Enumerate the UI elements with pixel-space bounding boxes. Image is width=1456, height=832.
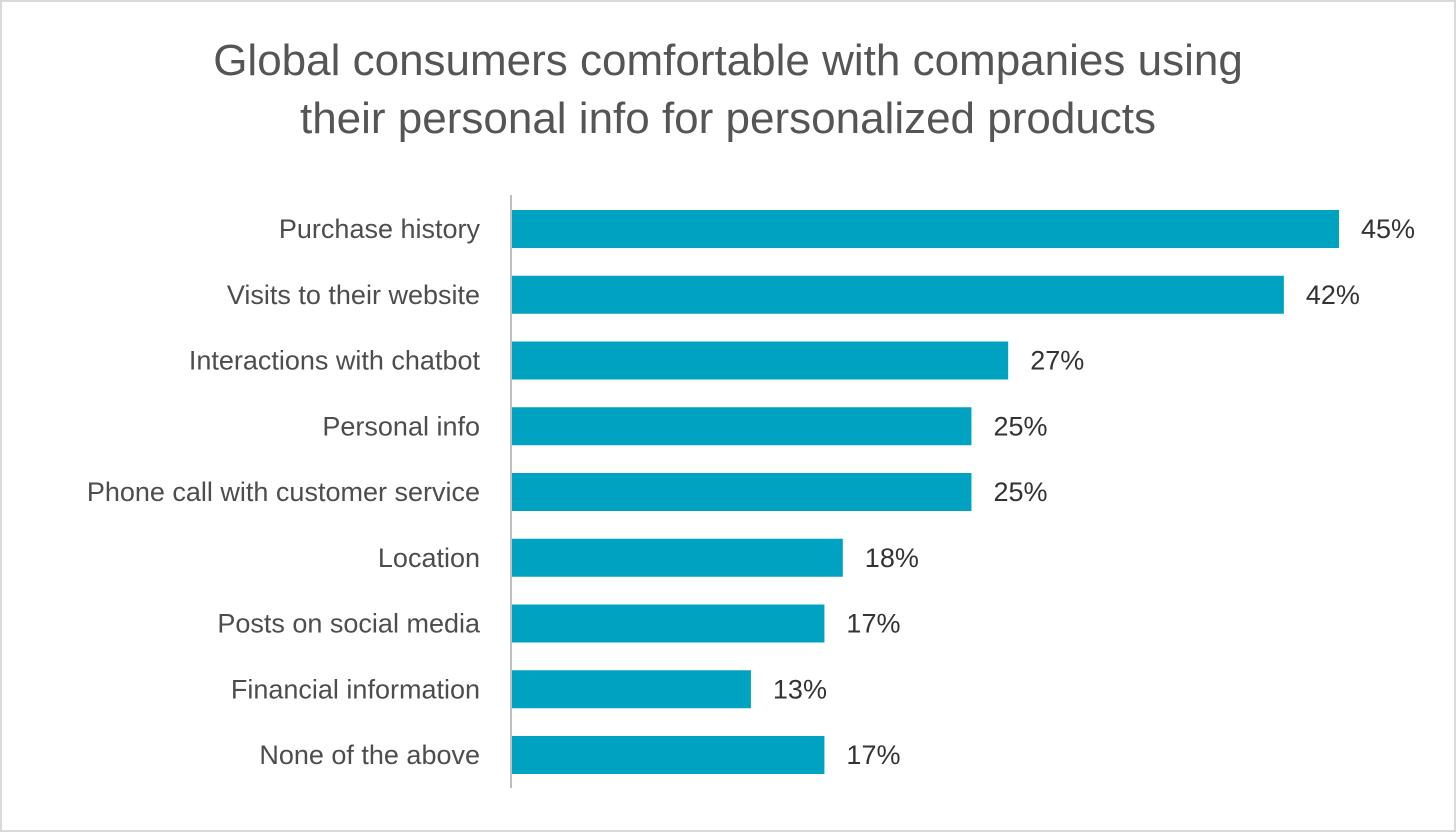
chart-title-line-2: their personal info for personalized pro… <box>299 94 1157 143</box>
bar-7 <box>512 670 751 709</box>
value-label-3: 25% <box>993 411 1047 441</box>
bar-3 <box>512 407 972 446</box>
bar-6 <box>512 604 825 643</box>
category-label-1: Visits to their website <box>227 280 480 310</box>
value-label-2: 27% <box>1030 346 1084 376</box>
bar-1 <box>512 275 1284 314</box>
value-label-4: 25% <box>993 477 1047 507</box>
value-label-1: 42% <box>1306 280 1360 310</box>
bar-5 <box>512 538 843 577</box>
chart-title-line-1: Global consumers comfortable with compan… <box>213 36 1243 85</box>
category-label-7: Financial information <box>231 674 480 704</box>
value-label-8: 17% <box>846 740 900 770</box>
chart-title: Global consumers comfortable with compan… <box>2 32 1454 148</box>
bar-0 <box>512 210 1339 248</box>
bars-group: Purchase history 45% Visits to their websi… <box>87 210 1415 774</box>
category-label-3: Personal info <box>322 411 480 441</box>
value-label-6: 17% <box>846 609 900 639</box>
category-label-5: Location <box>378 543 480 573</box>
category-label-6: Posts on social media <box>217 609 481 639</box>
category-label-0: Purchase history <box>279 214 481 244</box>
bar-4 <box>512 473 972 511</box>
category-label-2: Interactions with chatbot <box>189 346 481 376</box>
bar-2 <box>512 341 1009 380</box>
category-label-8: None of the above <box>259 740 480 770</box>
category-label-4: Phone call with customer service <box>87 477 480 507</box>
bar-8 <box>512 736 825 774</box>
value-label-0: 45% <box>1361 214 1415 244</box>
value-label-5: 18% <box>865 543 919 573</box>
value-label-7: 13% <box>773 674 827 704</box>
